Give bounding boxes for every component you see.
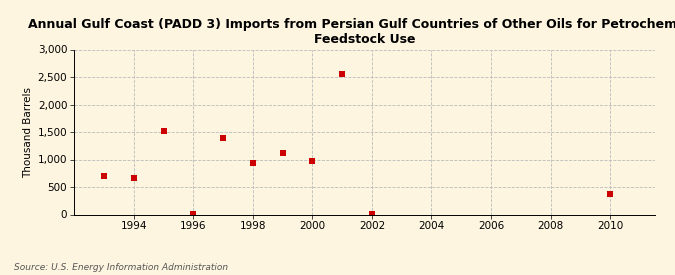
Y-axis label: Thousand Barrels: Thousand Barrels [24, 87, 34, 177]
Text: Source: U.S. Energy Information Administration: Source: U.S. Energy Information Administ… [14, 263, 227, 271]
Title: Annual Gulf Coast (PADD 3) Imports from Persian Gulf Countries of Other Oils for: Annual Gulf Coast (PADD 3) Imports from … [28, 18, 675, 46]
